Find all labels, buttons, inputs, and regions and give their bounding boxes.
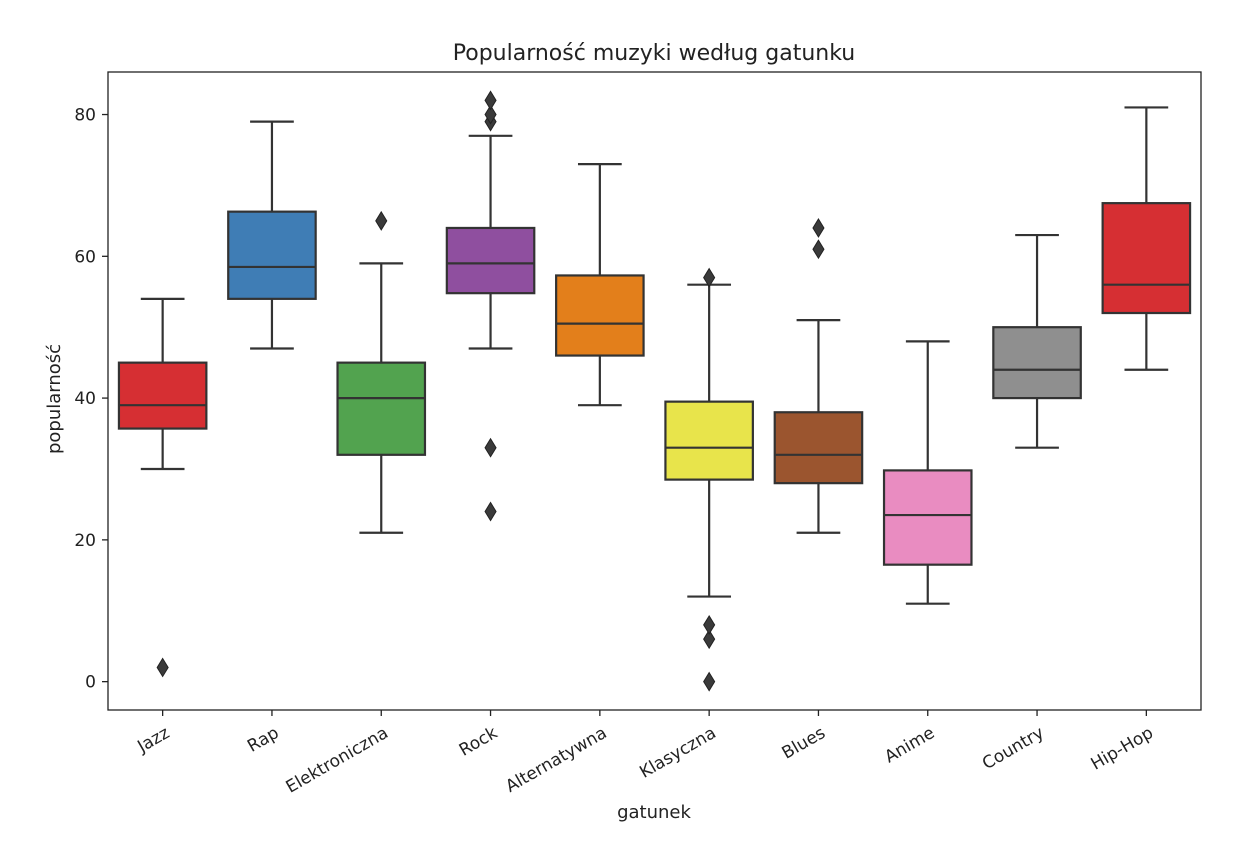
outlier-point <box>156 657 169 678</box>
y-tick-label: 40 <box>74 389 96 409</box>
plot-frame <box>107 71 1202 711</box>
box-anime <box>882 340 973 605</box>
outlier-point <box>375 210 388 231</box>
box-blues <box>773 217 864 534</box>
box-elektroniczna <box>336 210 427 534</box>
iqr-box <box>1101 202 1192 315</box>
box-hip-hop <box>1101 106 1192 371</box>
box-jazz <box>117 297 208 678</box>
outlier-point <box>812 217 825 238</box>
box-alternatywna <box>555 163 645 407</box>
outlier-point <box>703 614 716 635</box>
y-tick-label: 20 <box>74 531 96 551</box>
y-tick-label: 0 <box>85 673 96 693</box>
outlier-point <box>484 501 497 522</box>
iqr-box <box>992 326 1082 400</box>
iqr-box <box>445 226 536 295</box>
iqr-box <box>117 361 208 430</box>
iqr-box <box>882 469 973 566</box>
outlier-point <box>703 267 716 288</box>
outlier-point <box>703 671 716 692</box>
box-series <box>117 90 1192 692</box>
x-axis-label: gatunek <box>617 802 691 823</box>
chart-title: Popularność muzyki według gatunku <box>453 41 855 66</box>
outlier-point <box>703 629 716 650</box>
iqr-box <box>773 411 864 485</box>
outlier-point <box>484 104 497 125</box>
outlier-point <box>812 239 825 260</box>
box-country <box>992 233 1082 449</box>
iqr-box <box>555 274 645 357</box>
iqr-box <box>227 210 317 300</box>
iqr-box <box>664 400 754 481</box>
y-tick-label: 80 <box>74 106 96 126</box>
box-rap <box>227 120 317 350</box>
y-axis: 0 20 40 60 80 <box>74 106 108 693</box>
iqr-box <box>336 361 427 456</box>
y-tick-label: 60 <box>74 247 96 267</box>
box-rock <box>445 90 536 522</box>
outlier-point <box>484 437 497 458</box>
y-axis-label: popularność <box>44 344 65 454</box>
outlier-point <box>484 90 497 111</box>
box-klasyczna <box>664 267 754 692</box>
